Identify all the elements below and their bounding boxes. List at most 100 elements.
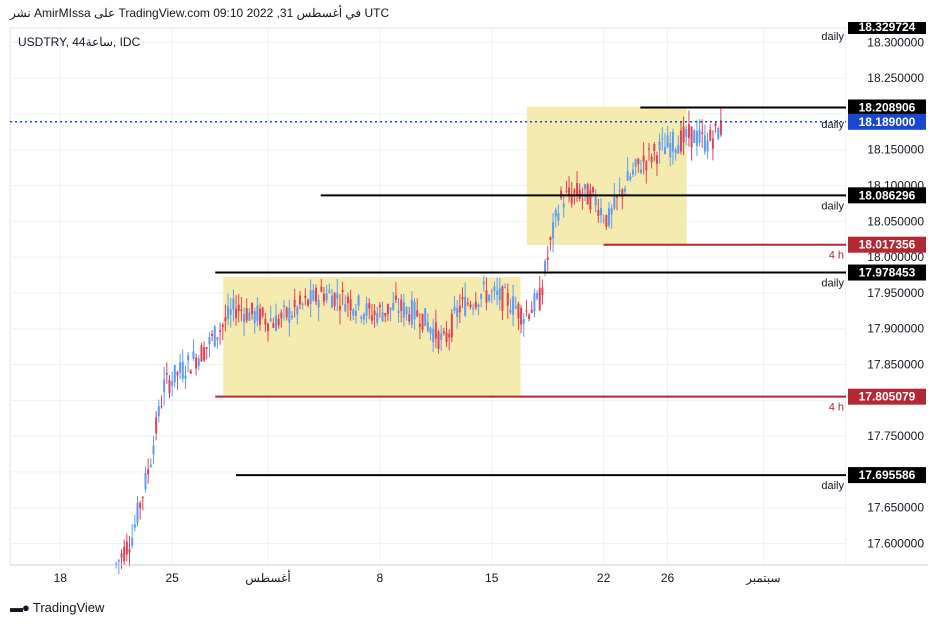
candle-body [421, 313, 424, 330]
candle-body [155, 417, 158, 434]
candle-body [349, 299, 352, 311]
candle-body [115, 563, 118, 566]
candle-body [658, 141, 661, 151]
candle-body [261, 307, 264, 316]
candle-body [213, 326, 216, 347]
candle-body [352, 309, 355, 316]
candle-body [719, 120, 722, 135]
candle-body [424, 308, 427, 326]
level-label: 18.086296 [859, 188, 916, 202]
candle-body [163, 379, 166, 392]
candle-body [189, 370, 192, 374]
candle-body [493, 286, 496, 291]
candle-body [698, 129, 701, 143]
candle-body [666, 135, 669, 148]
x-tick-label: 8 [377, 571, 384, 585]
candle-body [631, 170, 634, 175]
candle-body [570, 193, 573, 204]
y-tick-label: 17.650000 [867, 501, 924, 515]
candle-body [472, 307, 475, 309]
candle-body [248, 312, 251, 321]
candle-body [440, 333, 443, 340]
candle-body [205, 347, 208, 349]
candle-body [546, 257, 549, 261]
candle-body [501, 286, 504, 311]
candle-body [714, 123, 717, 126]
candle-body [267, 323, 270, 332]
candle-body [637, 158, 640, 165]
candle-body [192, 351, 195, 359]
candle-body [147, 469, 150, 475]
candle-body [232, 298, 235, 310]
candle-body [237, 304, 240, 312]
candle-body [179, 362, 182, 373]
candle-body [314, 287, 317, 302]
candle-body [285, 307, 288, 318]
candle-body [589, 190, 592, 210]
candle-body [341, 289, 344, 293]
candle-body [514, 306, 517, 309]
candle-body [677, 145, 680, 154]
candle-body [461, 297, 464, 300]
candle-body [679, 130, 682, 152]
candle-body [437, 331, 440, 349]
candle-body [448, 333, 451, 338]
candle-body [320, 286, 323, 292]
brand-name: TradingView [32, 600, 105, 615]
candle-body [560, 190, 563, 198]
candle-body [360, 316, 363, 319]
y-tick-label: 18.300000 [867, 35, 924, 49]
candle-body [317, 299, 320, 308]
candle-body [362, 313, 365, 320]
candle-body [256, 305, 259, 321]
candle-body [613, 195, 616, 209]
candle-body [275, 315, 278, 331]
candle-body [706, 140, 709, 152]
candle-body [291, 315, 294, 318]
candle-body [392, 302, 395, 310]
candle-body [405, 307, 408, 315]
candle-body [594, 197, 597, 206]
candle-body [482, 281, 485, 285]
candle-body [450, 313, 453, 338]
candle-body [240, 309, 243, 312]
y-tick-label: 18.250000 [867, 71, 924, 85]
candle-body [576, 182, 579, 197]
candle-body [544, 261, 547, 274]
candle-body [216, 337, 219, 341]
candle-body [642, 155, 645, 162]
candle-body [522, 319, 525, 324]
candle-body [408, 314, 411, 322]
candle-body [160, 406, 163, 408]
candle-body [373, 310, 376, 316]
level-tag: 4 h [829, 250, 844, 262]
candle-body [517, 303, 520, 319]
range-zone [223, 277, 521, 397]
y-tick-label: 17.750000 [867, 429, 924, 443]
candle-body [512, 296, 515, 315]
tradingview-logo-icon: ▬● [10, 600, 30, 615]
candle-body [245, 308, 248, 321]
candle-body [157, 406, 160, 417]
candle-body [235, 308, 238, 318]
candle-body [309, 290, 312, 304]
candle-body [429, 327, 432, 334]
y-tick-label: 17.950000 [867, 286, 924, 300]
candle-body [466, 303, 469, 305]
current-price-label-bg [848, 113, 926, 130]
level-label: 17.695586 [859, 468, 916, 482]
candle-body [541, 287, 544, 296]
candle-body [181, 361, 184, 379]
candle-body [456, 307, 459, 317]
candle-body [293, 299, 296, 308]
candle-body [264, 318, 267, 325]
candle-body [336, 292, 339, 299]
candle-body [386, 303, 389, 315]
level-label-bg [848, 388, 926, 405]
candle-body [280, 312, 283, 319]
candle-body [149, 464, 152, 467]
candle-body [655, 155, 658, 164]
candle-body [296, 306, 299, 315]
candle-body [498, 288, 501, 301]
